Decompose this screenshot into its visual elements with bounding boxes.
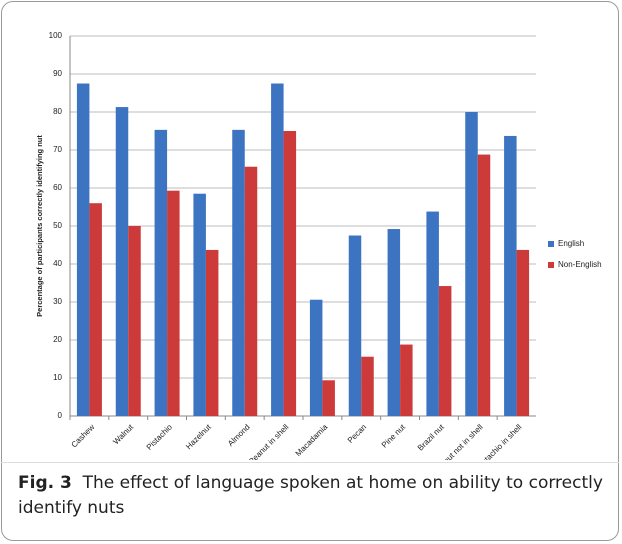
y-tick-label: 70 [53, 145, 62, 154]
x-tick-label: Pistachio [145, 422, 175, 452]
y-tick-label: 40 [53, 259, 62, 268]
bar [426, 211, 439, 416]
y-tick-label: 20 [53, 335, 62, 344]
y-tick-label: 30 [53, 297, 62, 306]
y-tick-label: 10 [53, 373, 62, 382]
y-tick-label: 90 [53, 69, 62, 78]
y-tick-label: 0 [58, 411, 63, 420]
bar [205, 249, 219, 416]
bar [167, 190, 180, 416]
bar [465, 112, 478, 416]
y-tick-label: 60 [53, 183, 62, 192]
bar [244, 166, 258, 416]
bar [76, 83, 90, 416]
caption-text: The effect of language spoken at home on… [18, 473, 603, 518]
x-tick-label: Almond [226, 423, 252, 449]
caption-label: Fig. 3 [18, 473, 72, 493]
bar [477, 154, 491, 416]
bar [271, 83, 284, 416]
bar [438, 286, 452, 416]
y-tick-label: 50 [53, 221, 62, 230]
bar [128, 226, 141, 416]
legend-label: English [558, 239, 584, 248]
x-tick-label: Pecan [346, 423, 368, 445]
bar [232, 129, 245, 417]
x-tick-label: Walnut [111, 422, 135, 446]
bar [193, 193, 206, 416]
bar [361, 356, 374, 416]
x-tick-label: Hazelnut [184, 422, 213, 451]
bar [115, 107, 129, 416]
bar [283, 131, 297, 416]
separator [1, 462, 619, 463]
y-tick-label: 100 [49, 31, 63, 40]
x-tick-label: Peanut in shell [247, 422, 291, 460]
x-tick-label: Brazil nut [416, 422, 446, 452]
bar [89, 203, 102, 416]
bar [387, 229, 401, 416]
bar [348, 235, 362, 416]
bar [516, 249, 530, 416]
bar [154, 129, 168, 417]
y-axis-label: Percentage of participants correctly ide… [35, 135, 44, 317]
legend-label: Non-English [558, 260, 602, 269]
x-tick-label: Cashew [70, 422, 97, 449]
bar [400, 344, 413, 416]
bar [309, 299, 323, 416]
bar [322, 380, 335, 416]
y-tick-label: 80 [53, 107, 62, 116]
legend-swatch [548, 262, 554, 268]
bar [504, 135, 517, 416]
x-tick-label: Pine nut [380, 422, 408, 450]
legend-swatch [548, 241, 554, 247]
caption: Fig. 3 The effect of language spoken at … [18, 471, 608, 521]
x-tick-label: Macadamia [294, 422, 330, 458]
chart: Percentage of participants correctly ide… [35, 31, 602, 460]
